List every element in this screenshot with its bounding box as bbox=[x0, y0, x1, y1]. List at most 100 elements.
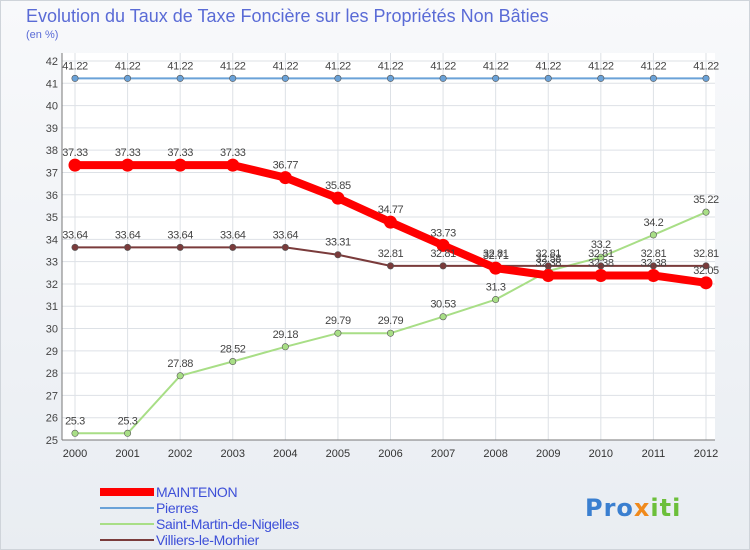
data-label: 32.81 bbox=[378, 248, 404, 260]
data-label: 27.88 bbox=[167, 358, 193, 370]
y-tick-label: 25 bbox=[46, 435, 58, 447]
data-label: 36.77 bbox=[273, 160, 299, 172]
data-label: 33.64 bbox=[273, 229, 299, 241]
y-tick-label: 36 bbox=[46, 190, 58, 202]
data-point bbox=[386, 262, 394, 270]
x-tick-label: 2002 bbox=[168, 448, 192, 460]
data-label: 41.22 bbox=[62, 60, 88, 72]
data-point bbox=[594, 268, 608, 282]
legend-swatch-saint-martin bbox=[100, 523, 154, 525]
data-label: 37.33 bbox=[167, 147, 193, 159]
y-tick-label: 28 bbox=[46, 368, 58, 380]
x-tick-label: 2001 bbox=[115, 448, 139, 460]
data-point bbox=[439, 262, 447, 270]
logo-text-x: x bbox=[634, 494, 650, 522]
data-label: 33.2 bbox=[591, 239, 611, 251]
data-point bbox=[439, 313, 447, 321]
data-label: 41.22 bbox=[693, 60, 719, 72]
x-tick-label: 2009 bbox=[536, 448, 560, 460]
data-point bbox=[649, 231, 657, 239]
data-point bbox=[544, 74, 552, 82]
data-point bbox=[278, 171, 292, 185]
data-point bbox=[71, 429, 79, 437]
data-point bbox=[702, 74, 710, 82]
y-tick-label: 27 bbox=[46, 390, 58, 402]
data-label: 41.22 bbox=[167, 60, 193, 72]
data-label: 31.3 bbox=[486, 282, 506, 294]
data-label: 34.77 bbox=[378, 204, 404, 216]
y-tick-label: 32 bbox=[46, 279, 58, 291]
data-label: 32.38 bbox=[588, 257, 614, 269]
y-tick-label: 42 bbox=[46, 56, 58, 68]
data-point bbox=[176, 372, 184, 380]
y-tick-label: 39 bbox=[46, 123, 58, 135]
data-label: 30.53 bbox=[430, 299, 456, 311]
data-point bbox=[646, 268, 660, 282]
y-tick-label: 30 bbox=[46, 324, 58, 336]
data-label: 33.64 bbox=[167, 229, 193, 241]
data-label: 32.38 bbox=[535, 257, 561, 269]
data-point bbox=[492, 296, 500, 304]
data-label: 35.85 bbox=[325, 180, 351, 192]
data-label: 41.22 bbox=[641, 60, 667, 72]
data-point bbox=[386, 329, 394, 337]
data-point bbox=[124, 243, 132, 251]
legend-label-pierres: Pierres bbox=[156, 500, 199, 516]
data-point bbox=[229, 74, 237, 82]
data-label: 32.81 bbox=[641, 248, 667, 260]
data-label: 32.58 bbox=[535, 253, 561, 265]
data-label: 41.22 bbox=[325, 60, 351, 72]
data-label: 33.64 bbox=[115, 229, 141, 241]
chart-subtitle: (en %) bbox=[26, 29, 59, 41]
data-point bbox=[702, 262, 710, 270]
data-point bbox=[699, 276, 713, 290]
data-point bbox=[597, 253, 605, 261]
data-label: 41.22 bbox=[115, 60, 141, 72]
data-label: 32.05 bbox=[693, 265, 719, 277]
data-label: 33.31 bbox=[325, 237, 351, 249]
x-tick-label: 2010 bbox=[589, 448, 613, 460]
data-point bbox=[226, 158, 240, 172]
x-tick-label: 2005 bbox=[326, 448, 350, 460]
data-label: 32.81 bbox=[483, 248, 509, 260]
y-tick-label: 35 bbox=[46, 212, 58, 224]
data-point bbox=[281, 243, 289, 251]
data-label: 29.18 bbox=[273, 329, 299, 341]
y-tick-label: 29 bbox=[46, 346, 58, 358]
data-point bbox=[281, 74, 289, 82]
data-label: 37.33 bbox=[220, 147, 246, 159]
data-label: 29.79 bbox=[325, 315, 351, 327]
data-point bbox=[176, 243, 184, 251]
x-tick-label: 2000 bbox=[63, 448, 87, 460]
data-label: 33.64 bbox=[62, 229, 88, 241]
x-tick-label: 2011 bbox=[642, 448, 666, 460]
y-tick-label: 31 bbox=[46, 301, 58, 313]
data-point bbox=[281, 343, 289, 351]
data-label: 32.81 bbox=[430, 248, 456, 260]
data-label: 32.81 bbox=[588, 248, 614, 260]
data-point bbox=[68, 158, 82, 172]
data-point bbox=[649, 74, 657, 82]
proxiti-logo: Proxiti bbox=[585, 494, 680, 522]
data-label: 35.22 bbox=[693, 194, 719, 206]
data-label: 41.22 bbox=[273, 60, 299, 72]
data-label: 32.71 bbox=[483, 250, 509, 262]
data-label: 33.73 bbox=[430, 227, 456, 239]
data-point bbox=[71, 243, 79, 251]
legend-swatch-maintenon bbox=[100, 488, 154, 496]
data-label: 41.22 bbox=[220, 60, 246, 72]
y-tick-label: 33 bbox=[46, 257, 58, 269]
data-point bbox=[492, 74, 500, 82]
data-point bbox=[121, 158, 135, 172]
data-point bbox=[331, 191, 345, 205]
y-tick-label: 41 bbox=[46, 78, 58, 90]
data-label: 37.33 bbox=[115, 147, 141, 159]
data-point bbox=[436, 238, 450, 252]
data-point bbox=[334, 251, 342, 259]
data-label: 28.52 bbox=[220, 344, 246, 356]
data-point bbox=[489, 261, 503, 275]
y-tick-label: 26 bbox=[46, 413, 58, 425]
data-point bbox=[173, 158, 187, 172]
data-label: 41.22 bbox=[588, 60, 614, 72]
legend-label-villiers: Villiers-le-Morhier bbox=[156, 532, 259, 548]
